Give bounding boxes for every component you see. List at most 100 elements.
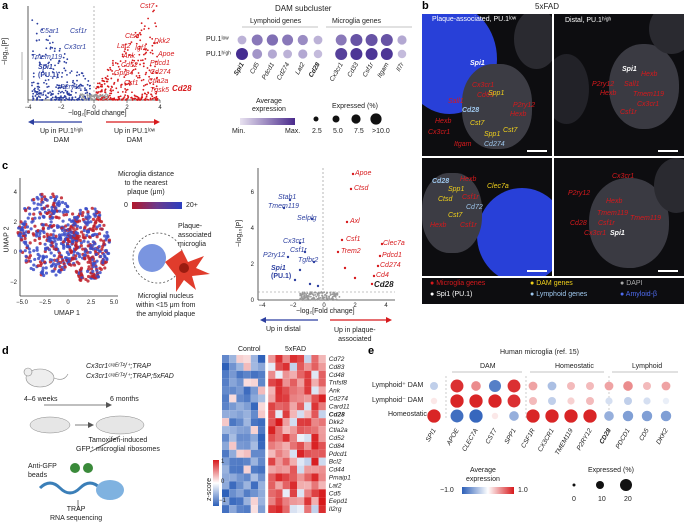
data-point	[36, 85, 39, 88]
data-point	[71, 96, 74, 99]
heatmap-cell	[318, 402, 326, 411]
data-point	[104, 76, 107, 79]
heatmap-cell	[311, 457, 319, 466]
heatmap-cell	[236, 497, 244, 506]
data-point	[104, 97, 107, 100]
umap-cell	[99, 254, 103, 259]
umap-cell	[72, 233, 76, 237]
data-point	[143, 28, 146, 30]
caption-line: beads	[28, 472, 48, 479]
data-point	[147, 99, 150, 101]
data-point	[44, 79, 47, 82]
data-point	[326, 291, 329, 294]
data-point	[111, 70, 113, 72]
heatmap-cell	[222, 394, 230, 403]
data-point	[55, 86, 58, 88]
heatmap-cell	[268, 410, 276, 419]
data-point	[149, 82, 151, 85]
data-point	[151, 97, 154, 100]
umap-cell	[51, 233, 55, 237]
data-point	[57, 92, 60, 95]
data-point	[125, 98, 127, 101]
heatmap-cell	[297, 449, 305, 458]
heatmap-cell	[304, 441, 312, 450]
gene-label: Trem2	[341, 248, 361, 255]
data-point	[84, 87, 86, 90]
data-point	[128, 83, 131, 86]
data-point	[45, 82, 48, 85]
umap-cell	[32, 263, 36, 267]
heatmap-cell	[258, 378, 266, 387]
heatmap-cell	[229, 402, 237, 411]
umap-cell	[60, 200, 65, 204]
data-point	[147, 92, 150, 94]
micrograph-plaque-bottom	[422, 158, 552, 276]
heatmap-cell	[243, 410, 251, 419]
data-point	[302, 295, 305, 298]
umap-cell	[78, 268, 82, 272]
data-point	[58, 96, 61, 99]
heatmap-cell	[275, 426, 283, 434]
umap-cell	[42, 195, 47, 199]
heatmap-cell	[311, 465, 319, 474]
caption-line: Up in PU.1ʰⁱᵍʰ	[40, 128, 84, 135]
data-point	[138, 74, 141, 77]
heatmap-cell	[275, 370, 283, 379]
umap-cell	[52, 229, 56, 233]
data-point	[155, 60, 157, 63]
data-point	[149, 64, 152, 67]
heatmap-cell	[229, 418, 237, 427]
micrograph-plaque-pu1-low	[422, 14, 552, 156]
data-point	[328, 295, 330, 298]
data-point	[41, 55, 44, 58]
heatmap-cell	[258, 449, 266, 458]
umap-cell	[54, 234, 58, 238]
umap-cell	[47, 235, 51, 240]
heatmap-cell	[243, 489, 251, 498]
umap-cell	[30, 220, 34, 224]
data-point	[106, 94, 109, 96]
size-legend-label: 7.5	[354, 128, 364, 135]
expression-dot	[252, 49, 263, 59]
x-tick-label: 2	[125, 105, 129, 111]
data-point	[299, 292, 302, 295]
expression-dot	[380, 48, 393, 60]
umap-cell	[43, 242, 47, 246]
umap-cell	[91, 240, 95, 244]
heatmap-cell	[289, 378, 297, 387]
umap-cell	[66, 245, 71, 249]
umap-cell	[75, 227, 79, 231]
umap-cell	[78, 238, 82, 242]
umap-cell	[77, 234, 81, 238]
data-point	[66, 81, 69, 84]
size-legend-dot	[332, 115, 340, 123]
heatmap-cell	[268, 465, 276, 474]
gene-label: Clec7a	[383, 240, 405, 247]
umap-cell	[89, 267, 94, 271]
data-point	[288, 198, 292, 202]
heatmap-cell	[304, 394, 312, 403]
umap-cell	[105, 234, 110, 238]
avg-min-label: Min.	[232, 128, 246, 135]
umap-cell	[103, 266, 107, 270]
heatmap-cell	[258, 497, 266, 506]
distance-legend-title: Microglia distance to the nearest plaque…	[118, 170, 174, 197]
data-point	[129, 81, 132, 84]
data-point	[124, 74, 127, 76]
heatmap-cell	[258, 370, 266, 379]
spot-label: Spp1	[488, 90, 505, 97]
data-point	[316, 284, 320, 288]
data-point	[156, 42, 159, 44]
gene-label: Csf1r	[290, 247, 307, 254]
data-point	[75, 74, 78, 77]
heatmap-cell	[318, 497, 326, 506]
data-point	[151, 72, 154, 74]
data-point	[125, 52, 127, 54]
umap-cell	[93, 207, 97, 211]
data-point	[144, 92, 147, 95]
data-point	[150, 93, 152, 96]
umap-cell	[73, 236, 78, 240]
heatmap-cell	[297, 402, 305, 411]
trap-workflow-illustration	[23, 367, 145, 510]
